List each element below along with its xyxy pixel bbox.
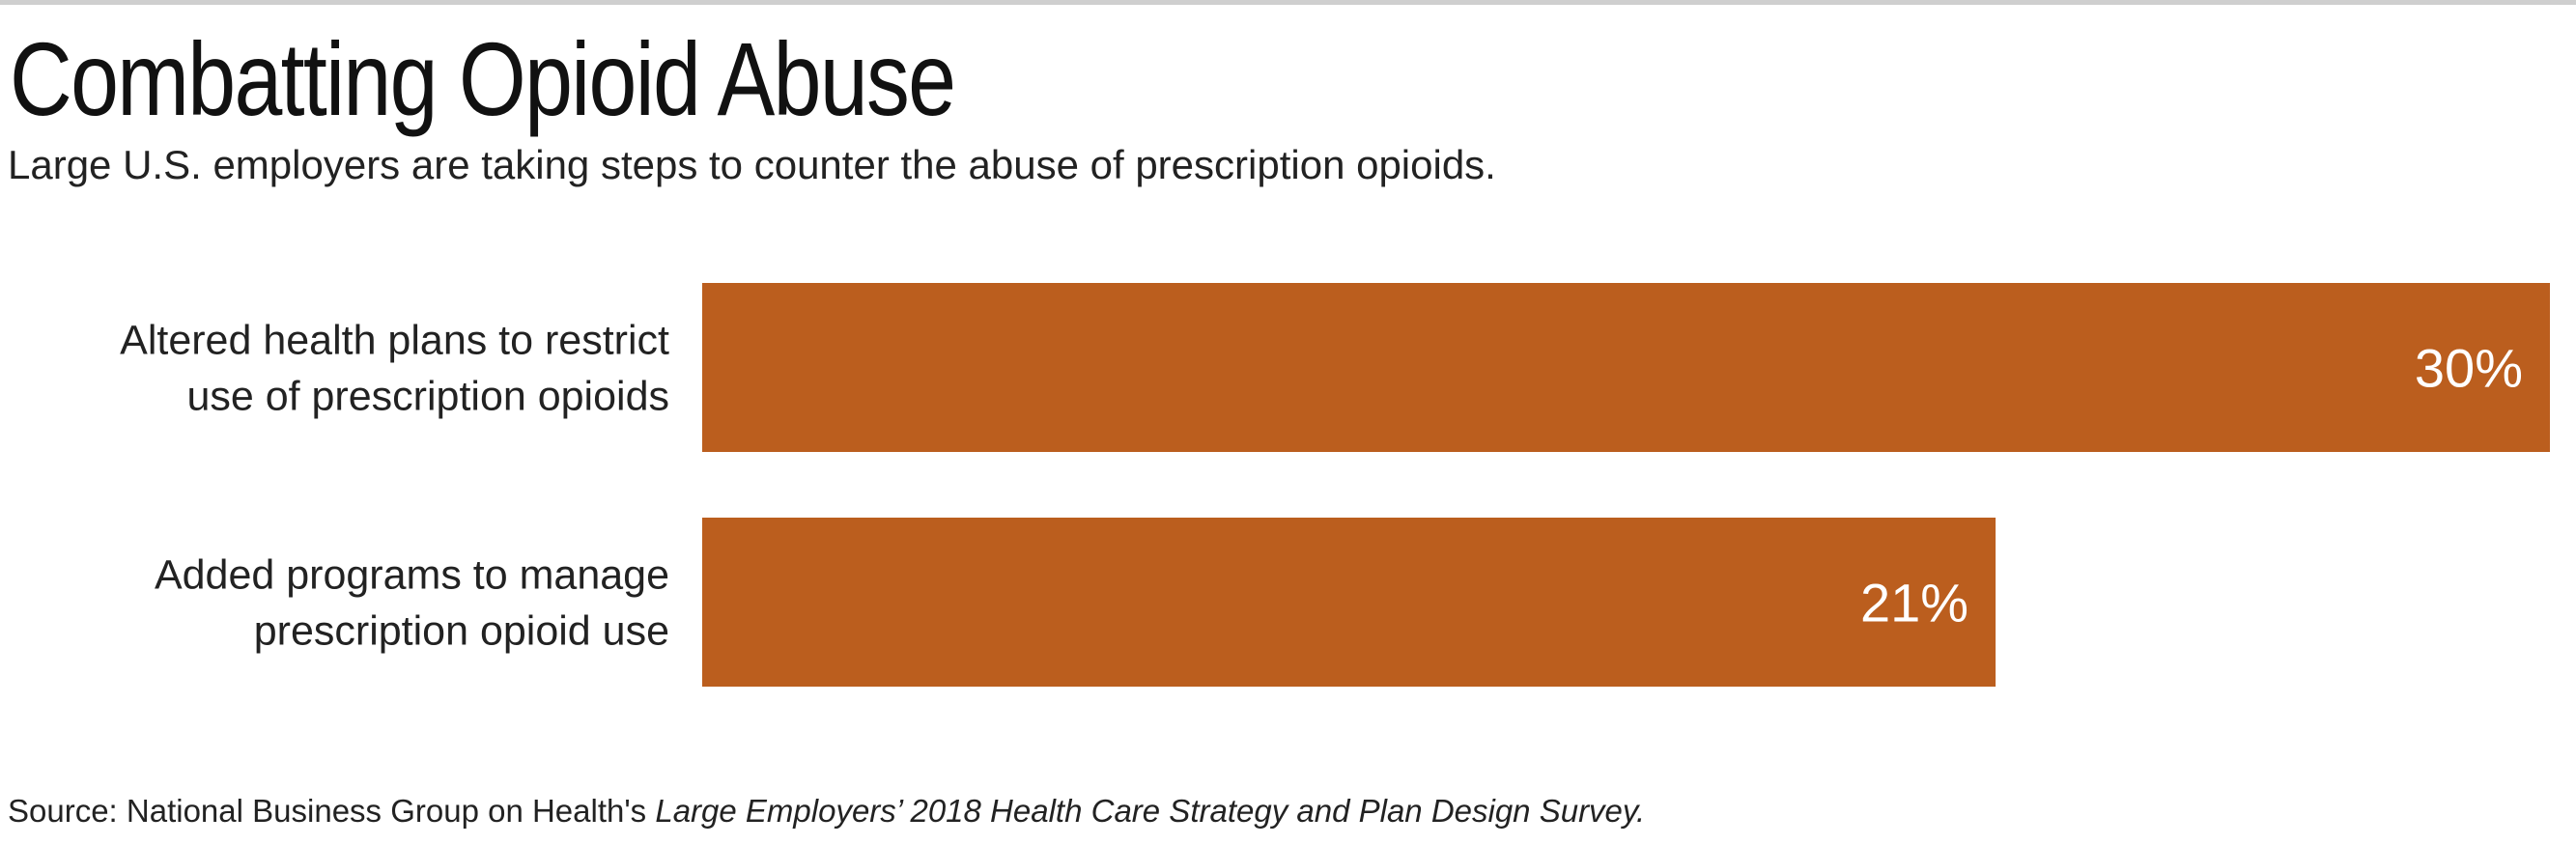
category-label-2-line-2: prescription opioid use [254,608,669,655]
bar-2 [702,518,1996,687]
bar-1 [702,283,2550,452]
category-label-1-line-2: use of prescription opioids [186,374,669,420]
value-labels-layer: 30% 21% [1860,338,2523,634]
value-label-1: 30% [2415,338,2523,399]
source-note: Source: National Business Group on Healt… [8,792,1645,831]
source-survey-title: Large Employers’ 2018 Health Care Strate… [655,793,1646,829]
bars-layer [702,283,2550,687]
category-label-1-line-1: Altered health plans to restrict [120,318,669,364]
chart-title: Combatting Opioid Abuse [10,20,956,137]
category-label-2-line-1: Added programs to manage [155,552,669,599]
value-label-2: 21% [1860,573,1968,634]
top-rule [0,0,2576,5]
source-prefix: Source: National Business Group on Healt… [8,793,656,829]
category-labels-layer: Altered health plans to restrict use of p… [120,318,669,655]
chart-subtitle: Large U.S. employers are taking steps to… [8,142,1496,187]
